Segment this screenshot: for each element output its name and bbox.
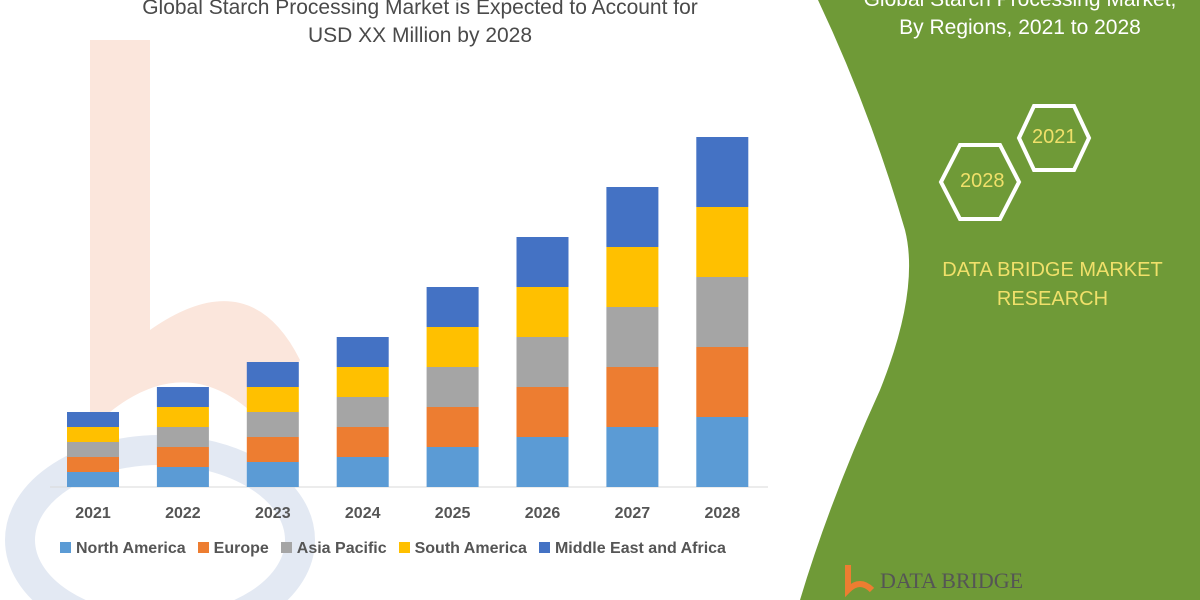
bar-segment: [156, 467, 209, 487]
bar-segment: [606, 187, 659, 247]
bar-segment: [336, 397, 389, 427]
x-tick-label: 2021: [75, 505, 111, 522]
bar-segment: [156, 407, 209, 427]
legend-swatch: [280, 542, 292, 553]
hex-label-2021: 2021: [1032, 126, 1077, 148]
hexagon-2021: [1016, 104, 1092, 172]
bar-segment: [606, 307, 659, 367]
bar-segment: [426, 447, 479, 487]
bar-segment: [156, 447, 209, 467]
bar-segment: [67, 442, 119, 457]
bar-segment: [246, 462, 299, 487]
legend-label: North America: [76, 540, 186, 557]
x-tick-label: 2025: [435, 505, 471, 522]
legend-label: Europe: [213, 540, 269, 557]
side-title: Global Starch Processing Market,By Regio…: [864, 0, 1177, 39]
bar-segment: [336, 427, 389, 457]
bar-segment: [516, 337, 569, 387]
bar-segment: [426, 287, 479, 327]
hex-label-2028: 2028: [960, 170, 1005, 192]
legend-item: Middle East and Africa: [538, 540, 726, 558]
bar-segment: [67, 472, 119, 487]
bar-segment: [336, 457, 389, 487]
legend-item: Europe: [197, 540, 269, 558]
bar-segment: [336, 337, 389, 367]
bar-segment: [246, 437, 299, 462]
hexagon-2028: [938, 143, 1022, 221]
legend-swatch: [197, 542, 209, 553]
bar-segment: [156, 427, 209, 447]
watermark-logo: [90, 40, 300, 430]
brand-text: DATA BRIDGE MARKET RESEARCH: [942, 259, 1163, 310]
bar-segment: [516, 237, 569, 287]
bar-segment: [426, 367, 479, 407]
legend-label: Middle East and Africa: [554, 540, 726, 557]
bar-segment: [606, 367, 659, 427]
bar-segment: [246, 412, 299, 437]
bar-segment: [67, 412, 119, 427]
legend-item: Asia Pacific: [280, 540, 387, 558]
bar-segment: [156, 387, 209, 407]
x-tick-label: 2027: [615, 505, 651, 522]
bar-segment: [606, 427, 659, 487]
bar-segment: [696, 417, 749, 487]
x-tick-label: 2022: [165, 505, 201, 522]
x-tick-label: 2028: [705, 505, 741, 522]
bar-segment: [606, 247, 659, 307]
logo-text: DATA BRIDGE: [880, 568, 1024, 593]
x-tick-label: 2024: [345, 505, 381, 522]
bar-segment: [696, 347, 749, 417]
legend-swatch: [60, 542, 71, 553]
bar-segment: [516, 287, 569, 337]
logo-icon: [845, 565, 875, 598]
bar-segment: [67, 427, 119, 442]
bar-segment: [696, 277, 749, 347]
legend-label: Asia Pacific: [296, 540, 387, 557]
bar-segment: [426, 327, 479, 367]
x-tick-label: 2026: [525, 505, 561, 522]
legend-label: South America: [414, 540, 527, 557]
legend-item: South America: [398, 540, 527, 558]
bar-segment: [516, 437, 569, 487]
bar-segment: [696, 207, 749, 277]
bar-segment: [696, 137, 749, 207]
chart-title: Global Starch Processing Market is Expec…: [142, 0, 698, 47]
legend-item: North America: [60, 540, 186, 558]
bar-segment: [246, 387, 299, 412]
bar-segment: [516, 387, 569, 437]
bar-segment: [426, 407, 479, 447]
x-tick-label: 2023: [255, 505, 291, 522]
bar-segment: [336, 367, 389, 397]
legend-swatch: [538, 542, 550, 553]
legend: North America Europe Asia Pacific South Ame…: [60, 540, 726, 558]
bar-segment: [67, 457, 119, 472]
stacked-bar-chart: 2021 2022 2023 2024 2025 2026 2027 2028: [50, 137, 768, 522]
legend-swatch: [398, 542, 410, 553]
bar-segment: [246, 362, 299, 387]
